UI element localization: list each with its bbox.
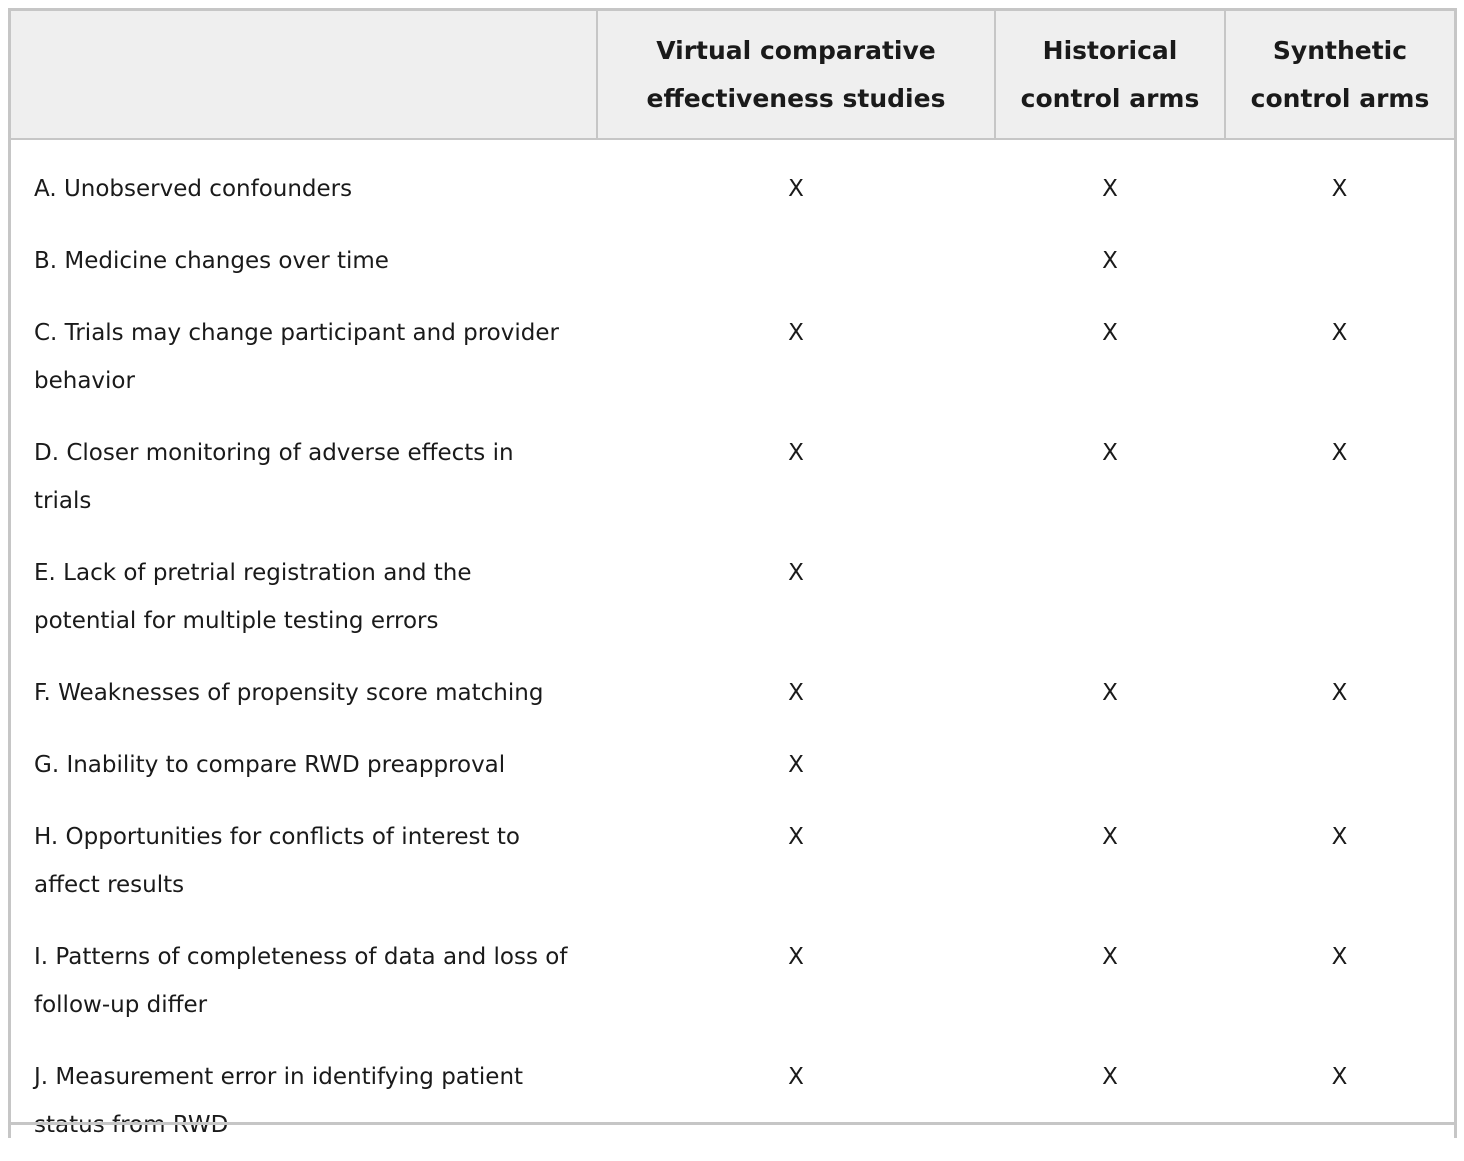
row-label: G. Inability to compare RWD preapproval	[34, 752, 506, 778]
table-row: G. Inability to compare RWD preapproval X	[11, 729, 1454, 801]
row-label: C. Trials may change participant and pro…	[34, 320, 559, 394]
mark-virtual-comparative-effectiveness-studies: X	[788, 944, 804, 970]
table-frame	[8, 8, 1457, 1138]
header-label: Virtual comparative effectiveness studie…	[646, 35, 946, 113]
table-row: E. Lack of pretrial registration and the…	[11, 537, 1454, 657]
mark-synthetic-control-arms: X	[1331, 680, 1348, 706]
row-label: F. Weaknesses of propensity score matchi…	[34, 680, 544, 706]
table-row: A. Unobserved confounders X X X	[11, 139, 1454, 225]
header-historical-control-arms: Historical control arms	[994, 11, 1225, 140]
row-label: A. Unobserved confounders	[34, 176, 353, 202]
mark-synthetic-control-arms	[1225, 729, 1454, 801]
table-row: F. Weaknesses of propensity score matchi…	[11, 657, 1454, 729]
mark-virtual-comparative-effectiveness-studies: X	[788, 320, 804, 346]
table-row: I. Patterns of completeness of data and …	[11, 921, 1454, 1041]
mark-synthetic-control-arms: X	[1331, 320, 1348, 346]
header-label: Synthetic control arms	[1250, 35, 1430, 113]
mark-synthetic-control-arms: X	[1331, 176, 1348, 202]
mark-virtual-comparative-effectiveness-studies: X	[788, 752, 804, 778]
mark-historical-control-arms: X	[1102, 176, 1118, 202]
mark-historical-control-arms: X	[1102, 248, 1118, 274]
mark-virtual-comparative-effectiveness-studies: X	[788, 824, 804, 850]
header-synthetic-control-arms: Synthetic control arms	[1224, 11, 1454, 140]
mark-virtual-comparative-effectiveness-studies: X	[788, 440, 804, 466]
mark-historical-control-arms: X	[1102, 824, 1118, 850]
mark-synthetic-control-arms: X	[1331, 944, 1348, 970]
mark-virtual-comparative-effectiveness-studies: X	[788, 176, 804, 202]
table-row: B. Medicine changes over time X	[11, 225, 1454, 297]
row-label: H. Opportunities for conflicts of intere…	[34, 824, 520, 898]
row-label: E. Lack of pretrial registration and the…	[34, 560, 472, 634]
row-label: D. Closer monitoring of adverse effects …	[34, 440, 514, 514]
row-label: B. Medicine changes over time	[34, 248, 389, 274]
mark-synthetic-control-arms	[1225, 225, 1454, 297]
mark-synthetic-control-arms	[1225, 537, 1454, 657]
row-label: J. Measurement error in identifying pati…	[34, 1064, 524, 1138]
table-row: D. Closer monitoring of adverse effects …	[11, 417, 1454, 537]
mark-virtual-comparative-effectiveness-studies: X	[788, 1064, 804, 1090]
mark-historical-control-arms	[995, 729, 1225, 801]
table-row: J. Measurement error in identifying pati…	[11, 1041, 1454, 1161]
mark-historical-control-arms: X	[1102, 944, 1118, 970]
header-virtual-comparative-effectiveness-studies: Virtual comparative effectiveness studie…	[596, 11, 995, 140]
mark-virtual-comparative-effectiveness-studies: X	[788, 560, 804, 586]
table-body: A. Unobserved confounders X X X B. Medicine …	[11, 139, 1454, 1161]
mark-historical-control-arms: X	[1102, 320, 1118, 346]
mark-synthetic-control-arms: X	[1331, 1064, 1348, 1090]
comparison-table: Virtual comparative effectiveness studie…	[11, 11, 1454, 1161]
mark-synthetic-control-arms: X	[1331, 824, 1348, 850]
header-empty-cell	[11, 11, 597, 140]
table-header: Virtual comparative effectiveness studie…	[11, 11, 1454, 140]
table-bottom-border	[8, 1122, 1457, 1125]
mark-historical-control-arms: X	[1102, 680, 1118, 706]
table-row: H. Opportunities for conflicts of intere…	[11, 801, 1454, 921]
mark-historical-control-arms: X	[1102, 1064, 1118, 1090]
mark-synthetic-control-arms: X	[1331, 440, 1348, 466]
table-row: C. Trials may change participant and pro…	[11, 297, 1454, 417]
header-label: Historical control arms	[1020, 35, 1200, 113]
mark-historical-control-arms: X	[1102, 440, 1118, 466]
mark-virtual-comparative-effectiveness-studies	[597, 225, 995, 297]
mark-virtual-comparative-effectiveness-studies: X	[788, 680, 804, 706]
header-row: Virtual comparative effectiveness studie…	[11, 11, 1454, 140]
row-label: I. Patterns of completeness of data and …	[34, 944, 568, 1018]
mark-historical-control-arms	[995, 537, 1225, 657]
